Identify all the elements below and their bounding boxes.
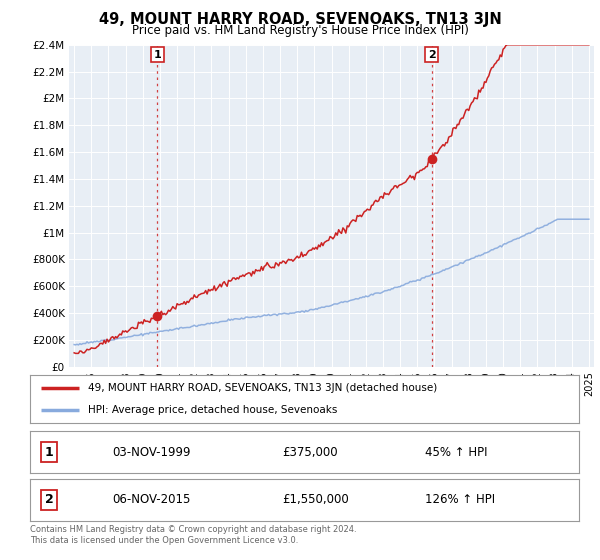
Text: Contains HM Land Registry data © Crown copyright and database right 2024.
This d: Contains HM Land Registry data © Crown c… xyxy=(30,525,356,545)
Text: 49, MOUNT HARRY ROAD, SEVENOAKS, TN13 3JN: 49, MOUNT HARRY ROAD, SEVENOAKS, TN13 3J… xyxy=(98,12,502,27)
Text: 03-NOV-1999: 03-NOV-1999 xyxy=(112,446,191,459)
Text: 2: 2 xyxy=(428,50,436,59)
Text: 49, MOUNT HARRY ROAD, SEVENOAKS, TN13 3JN (detached house): 49, MOUNT HARRY ROAD, SEVENOAKS, TN13 3J… xyxy=(88,383,437,393)
Text: 45% ↑ HPI: 45% ↑ HPI xyxy=(425,446,488,459)
Text: 1: 1 xyxy=(45,446,53,459)
Text: 2: 2 xyxy=(45,493,53,506)
Text: £375,000: £375,000 xyxy=(283,446,338,459)
Text: Price paid vs. HM Land Registry's House Price Index (HPI): Price paid vs. HM Land Registry's House … xyxy=(131,24,469,36)
Text: £1,550,000: £1,550,000 xyxy=(283,493,349,506)
Text: HPI: Average price, detached house, Sevenoaks: HPI: Average price, detached house, Seve… xyxy=(88,405,337,415)
Text: 1: 1 xyxy=(154,50,161,59)
Text: 06-NOV-2015: 06-NOV-2015 xyxy=(112,493,191,506)
Text: 126% ↑ HPI: 126% ↑ HPI xyxy=(425,493,496,506)
